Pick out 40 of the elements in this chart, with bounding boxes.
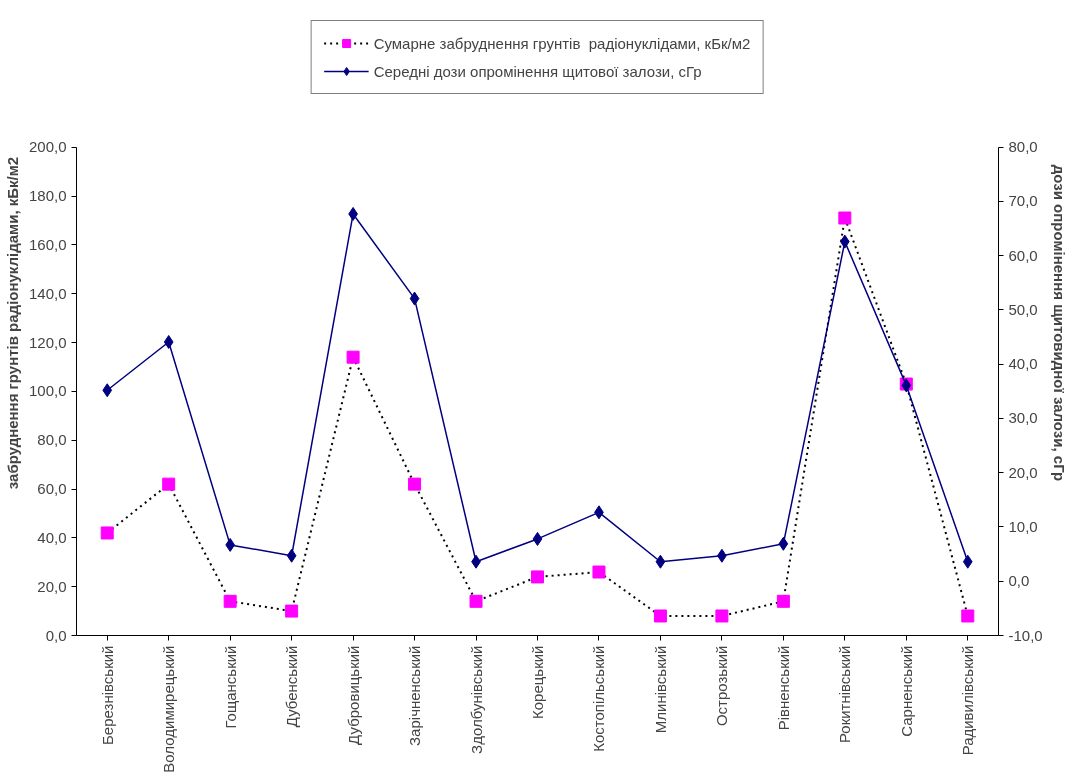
y2-axis-title: дози опромінення щитовидної залози, сГр [1050, 164, 1068, 482]
y-tick-label: 0,0 [45, 626, 67, 644]
x-tick-label: Гощанський [221, 645, 239, 729]
y-tick-label: 120,0 [28, 333, 67, 351]
y-tick-label: 80,0 [37, 431, 67, 449]
x-tick-label: Костопільський [590, 645, 608, 752]
y2-tick-label: 30,0 [1008, 409, 1038, 427]
x-tick-label: Березнівський [98, 645, 116, 745]
x-tick-label: Зарічненський [406, 645, 424, 746]
x-tick-label: Володимирецький [160, 645, 178, 773]
y-tick-label: 40,0 [37, 528, 67, 546]
y-axis-title: забруднення грунтів радіонуклідами, кБк/м2 [3, 156, 21, 490]
y-tick-label: 60,0 [37, 480, 67, 498]
y2-tick-label: 70,0 [1008, 192, 1038, 210]
x-tick-label: Млинівський [651, 645, 669, 734]
y-tick-label: 160,0 [28, 235, 67, 253]
x-tick-label: Корецький [529, 645, 546, 719]
y2-tick-label: -10,0 [1008, 626, 1043, 644]
x-tick-label: Сарненський [897, 645, 915, 737]
x-tick-label: Рівненський [774, 645, 792, 731]
legend-label: Сумарне забруднення грунтів радіонуклідами, кБк/м2 [373, 34, 751, 52]
y2-tick-label: 60,0 [1008, 246, 1038, 264]
y-tick-label: 100,0 [28, 382, 67, 400]
y2-tick-label: 50,0 [1008, 300, 1038, 318]
x-tick-label: Острозький [713, 645, 731, 727]
y2-tick-label: 40,0 [1008, 355, 1038, 373]
x-tick-label: Дубровицький [344, 645, 362, 746]
y-tick-label: 180,0 [28, 187, 67, 205]
x-tick-label: Здолбунівський [467, 645, 485, 754]
y-tick-label: 200,0 [28, 138, 67, 156]
y2-tick-label: 10,0 [1008, 517, 1038, 535]
y2-tick-label: 0,0 [1008, 572, 1030, 590]
legend-label: Середні дози опромінення щитової залози, сГр [373, 62, 702, 80]
y-tick-label: 20,0 [37, 577, 67, 595]
x-tick-label: Дубенський [283, 645, 301, 728]
x-tick-label: Радивилівський [959, 645, 977, 756]
y-tick-label: 140,0 [28, 284, 67, 302]
x-tick-label: Рокитнівський [836, 645, 854, 744]
y2-tick-label: 80,0 [1008, 138, 1038, 156]
y2-tick-label: 20,0 [1008, 463, 1038, 481]
